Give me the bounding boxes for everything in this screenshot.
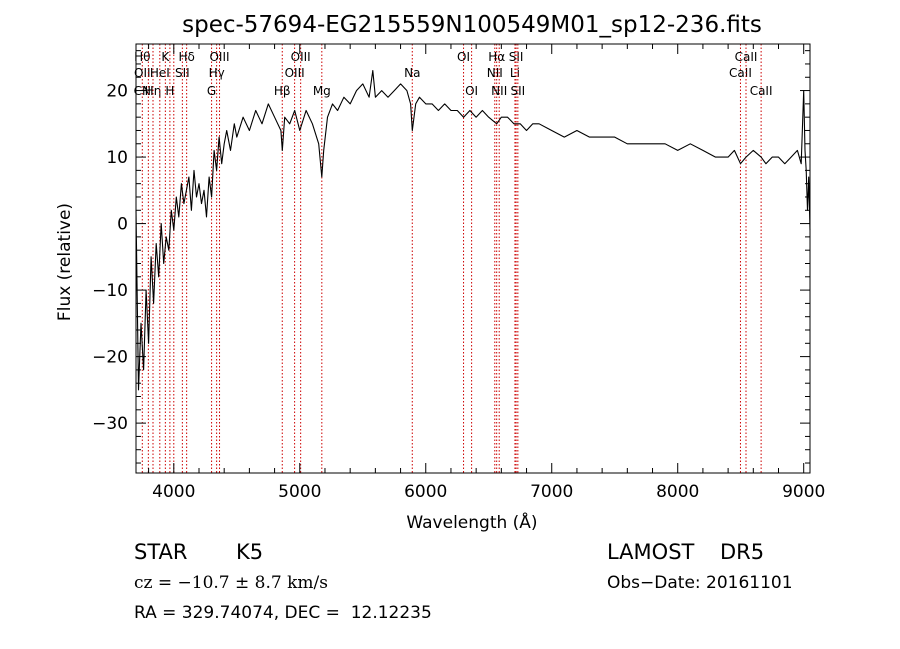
observation-date: Obs−Date: 20161101 [607,573,793,593]
y-tick-label: 20 [106,82,128,102]
line-marker-label: OIII [209,50,229,64]
redshift-value: cz = −10.7 ± 8.7 km/s [134,573,328,593]
x-tick-label: 5000 [278,482,321,502]
line-marker-label: Hα [488,50,505,64]
line-marker-label: Hη [145,84,162,98]
plot-frame [135,43,811,474]
y-tick-label: −20 [92,348,128,368]
x-axis-label: Wavelength (Å) [406,511,537,533]
line-marker-label: OII [134,66,151,80]
line-marker-label: OI [457,50,470,64]
line-marker-label: SII [509,50,524,64]
chart-title: spec-57694-EG215559N100549M01_sp12-236.f… [182,12,762,38]
y-tick-label: −30 [92,414,128,434]
x-tick-label: 4000 [152,482,195,502]
x-tick-label: 6000 [404,482,447,502]
object-class: STAR [134,540,188,564]
line-marker-label: NII [491,84,507,98]
object-subclass: K5 [236,540,264,564]
coordinates: RA = 329.74074, DEC = 12.12235 [134,603,432,623]
line-marker-label: Hδ [178,50,194,64]
line-marker-label: OI [465,84,478,98]
line-marker-label: CaII [750,84,773,98]
y-tick-label: 0 [117,215,128,235]
line-marker-label: NII [487,66,503,80]
x-tick-label: 8000 [656,482,699,502]
line-marker-label: OIII [285,66,305,80]
line-marker-label: K [161,50,170,64]
line-marker-label: OIII [291,50,311,64]
line-marker-label: G [207,84,216,98]
line-marker-label: CaII [729,66,752,80]
x-tick-label: 9000 [782,482,825,502]
y-axis-label: Flux (relative) [55,203,75,321]
x-tick-label: 7000 [530,482,573,502]
survey-name: LAMOST [607,540,695,564]
line-marker-label: CaII [735,50,758,64]
data-release: DR5 [720,540,765,564]
y-tick-label: −10 [92,281,128,301]
line-marker-label: Na [404,66,420,80]
spectrum-line [135,70,811,391]
line-marker-label: Hθ [134,50,150,64]
line-marker-label: SII [175,66,190,80]
y-tick-label: 10 [106,148,128,168]
line-marker-label: Hγ [209,66,225,80]
line-markers: HθOIICNHηHeIKHSIIHδGHγOIIIHβOIIIOIIIMgNa… [134,44,773,473]
line-marker-label: Hβ [274,84,291,98]
spectrum-plot [135,70,811,391]
line-marker-label: Li [510,66,520,80]
line-marker-label: H [165,84,174,98]
line-marker-label: HeI [150,66,170,80]
line-marker-label: SII [510,84,525,98]
line-marker-label: Mg [313,84,331,98]
axes: 4000 5000 6000 7000 8000 9000 −30 −20 −10 0 10 20 [92,44,825,502]
